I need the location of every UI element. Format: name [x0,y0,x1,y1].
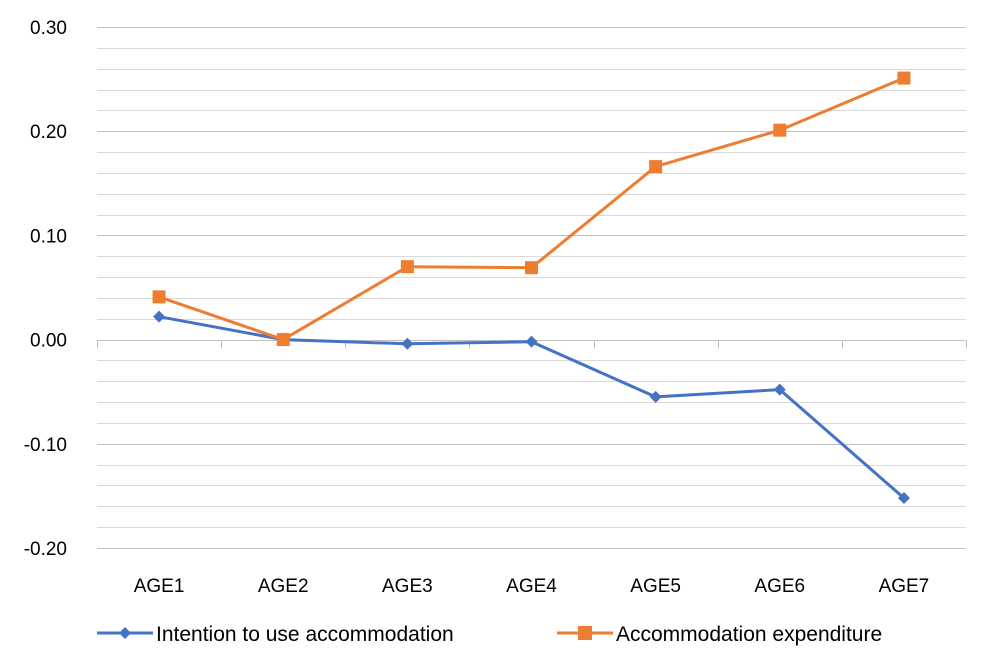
diamond-marker [525,335,538,348]
square-marker [400,260,414,274]
square-marker [152,290,166,304]
legend-item: Intention to use accommodation [97,623,454,646]
square-marker [649,160,663,174]
y-tick-label: 0.00 [30,331,67,352]
y-tick-label: 0.30 [30,18,67,39]
legend-item: Accommodation expenditure [557,623,882,646]
series-1 [153,310,910,504]
x-tick-label: AGE4 [506,576,557,597]
diamond-marker [649,390,662,403]
gridlines [97,27,966,549]
square-marker [897,71,911,85]
legend-label: Intention to use accommodation [156,623,454,646]
legend: Intention to use accommodation Accommodat… [97,623,882,646]
x-tick-label: AGE7 [879,576,930,597]
y-tick-label: 0.10 [30,226,67,247]
y-tick-label: 0.20 [30,122,67,143]
legend-label: Accommodation expenditure [616,623,882,646]
series-2 [152,71,911,347]
x-tick-label: AGE1 [134,576,185,597]
x-tick-label: AGE2 [258,576,309,597]
series-line [158,76,905,342]
y-tick-label: -0.20 [24,539,67,560]
diamond-marker [773,383,786,396]
diamond-marker [401,337,414,350]
square-marker [525,261,538,275]
y-tick-labels: 0.30 0.20 0.10 0.00 -0.10 -0.20 [24,18,67,560]
x-tick-label: AGE5 [630,576,681,597]
x-tick-label: AGE6 [754,576,805,597]
square-marker [276,333,290,347]
diamond-marker [153,310,166,323]
y-tick-label: -0.10 [24,435,67,456]
legend-square-marker [578,626,592,640]
x-tick-labels: AGE1 AGE2 AGE3 AGE4 AGE5 AGE6 AGE7 [134,576,930,597]
x-tick-label: AGE3 [382,576,433,597]
diamond-marker [897,491,910,504]
series-layer [152,71,911,504]
legend-diamond-marker [119,627,131,639]
square-marker [773,123,787,137]
